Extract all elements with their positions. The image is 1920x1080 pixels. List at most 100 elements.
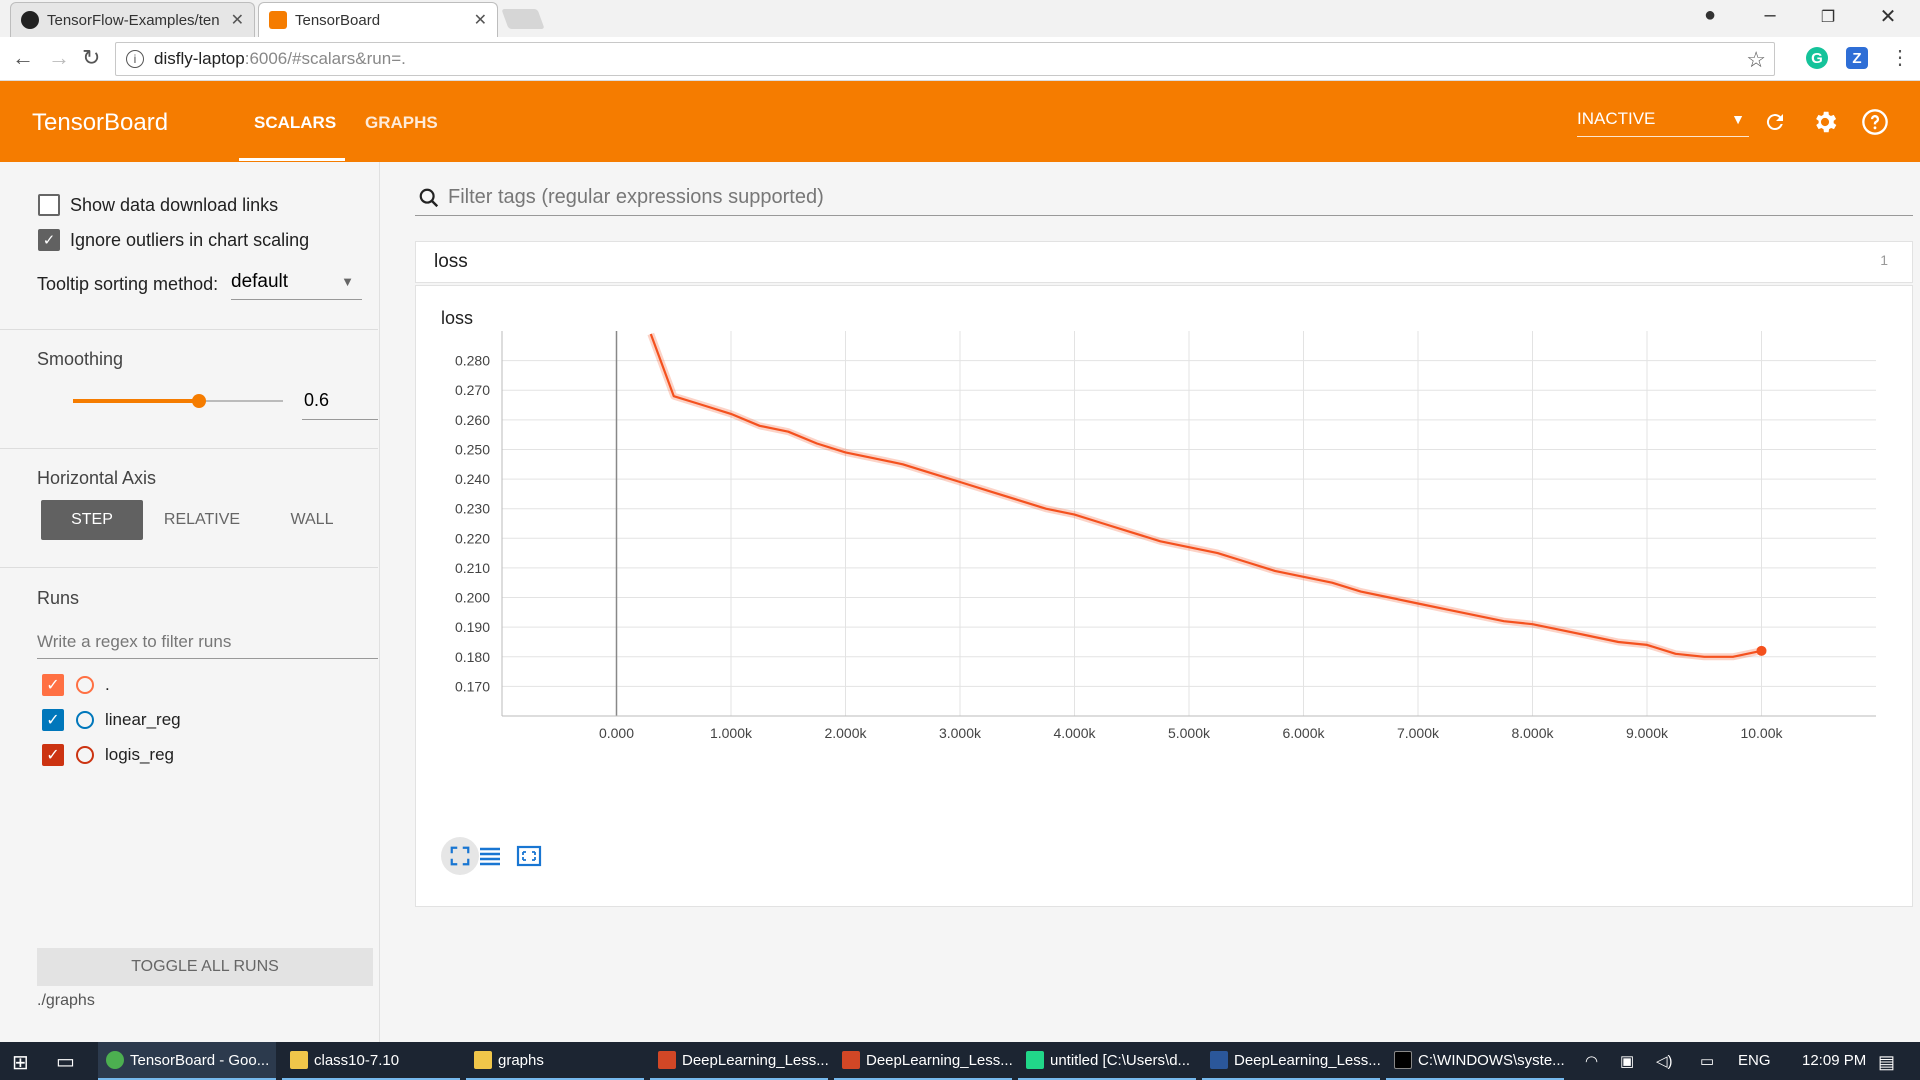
powerpoint-icon: [658, 1051, 676, 1069]
ignore-outliers-checkbox[interactable]: ✓: [38, 229, 60, 251]
browser-tab-github[interactable]: TensorFlow-Examples/ten ✕: [10, 2, 255, 37]
battery-icon[interactable]: ▭: [1700, 1053, 1715, 1070]
taskbar-item-label: graphs: [498, 1051, 544, 1069]
smoothing-slider-knob[interactable]: [192, 394, 206, 408]
tensorboard-header: TensorBoard SCALARS GRAPHS INACTIVE ▼: [0, 81, 1920, 162]
close-tab-icon[interactable]: ✕: [230, 12, 244, 29]
grammarly-icon[interactable]: G: [1806, 47, 1828, 69]
taskbar-item-chrome[interactable]: TensorBoard - Goo...: [98, 1042, 276, 1080]
category-pane-header[interactable]: loss 1: [415, 241, 1913, 283]
fit-domain-icon[interactable]: [510, 837, 548, 875]
smoothing-slider-fill: [73, 399, 199, 403]
taskbar-item-label: DeepLearning_Less...: [866, 1051, 1013, 1069]
folder-icon: [290, 1051, 308, 1069]
folder-icon: [474, 1051, 492, 1069]
run-status-label: INACTIVE: [1577, 109, 1656, 128]
show-download-checkbox[interactable]: [38, 194, 60, 216]
new-tab-button[interactable]: [501, 9, 545, 29]
windows-taskbar: ⊞ ▭ TensorBoard - Goo... class10-7.10 gr…: [0, 1042, 1920, 1080]
tab-title: TensorFlow-Examples/ten: [47, 11, 220, 29]
run-checkbox-linear-reg[interactable]: ✓: [42, 709, 64, 731]
taskbar-item-label: DeepLearning_Less...: [1234, 1051, 1381, 1069]
y-tick-label: 0.200: [455, 590, 490, 606]
axis-relative-button[interactable]: RELATIVE: [163, 511, 241, 528]
restore-icon[interactable]: ❐: [1820, 9, 1836, 26]
axis-step-button[interactable]: STEP: [41, 500, 143, 540]
taskbar-item-label: class10-7.10: [314, 1051, 400, 1069]
zotero-icon[interactable]: Z: [1846, 47, 1868, 69]
taskbar-item-folder-class10[interactable]: class10-7.10: [282, 1042, 460, 1080]
github-icon: [21, 11, 39, 29]
dropdown-arrow-icon: ▼: [341, 274, 354, 289]
close-tab-icon[interactable]: ✕: [473, 12, 487, 29]
run-color-radio-logis-reg[interactable]: [76, 746, 94, 764]
minimize-icon[interactable]: –: [1764, 4, 1776, 26]
taskbar-item-label: untitled [C:\Users\d...: [1050, 1051, 1191, 1069]
taskbar-item-folder-graphs[interactable]: graphs: [466, 1042, 644, 1080]
y-tick-label: 0.180: [455, 649, 490, 665]
tooltip-sorting-select[interactable]: default ▼: [231, 266, 362, 300]
fullscreen-icon[interactable]: [441, 837, 479, 875]
toggle-log-scale-icon[interactable]: [471, 837, 509, 875]
task-view-icon[interactable]: ▭: [56, 1051, 75, 1073]
runs-filter-input[interactable]: Write a regex to filter runs: [37, 625, 378, 659]
wifi-icon[interactable]: ◠: [1585, 1053, 1599, 1070]
run-color-radio-dot[interactable]: [76, 676, 94, 694]
windows-start-icon[interactable]: ⊞: [12, 1052, 29, 1074]
help-icon[interactable]: [1860, 107, 1890, 137]
x-tick-label: 10.00k: [1740, 725, 1783, 741]
category-count: 1: [1880, 252, 1888, 268]
y-tick-label: 0.220: [455, 530, 490, 546]
run-color-radio-linear-reg[interactable]: [76, 711, 94, 729]
back-icon[interactable]: ←: [12, 45, 34, 70]
loss-last-point: [1756, 645, 1767, 656]
refresh-icon[interactable]: [1760, 107, 1790, 137]
taskbar-item-powerpoint-2[interactable]: DeepLearning_Less...: [834, 1042, 1013, 1080]
url-path: :6006/#scalars&run=.: [244, 49, 406, 68]
network-icon[interactable]: ▣: [1620, 1053, 1635, 1070]
language-indicator[interactable]: ENG: [1738, 1052, 1771, 1069]
run-checkbox-logis-reg[interactable]: ✓: [42, 744, 64, 766]
taskbar-item-cmd[interactable]: C:\WINDOWS\syste...: [1386, 1042, 1565, 1080]
runs-label: Runs: [37, 588, 80, 608]
y-tick-label: 0.210: [455, 560, 490, 576]
notifications-icon[interactable]: ▤: [1878, 1052, 1896, 1072]
tag-filter-input[interactable]: Filter tags (regular expressions support…: [415, 180, 1913, 216]
taskbar-item-powerpoint-1[interactable]: DeepLearning_Less...: [650, 1042, 829, 1080]
clock[interactable]: 12:09 PM: [1802, 1052, 1867, 1069]
brand-title: TensorBoard: [32, 109, 169, 136]
category-name: loss: [434, 251, 468, 272]
browser-tab-tensorboard[interactable]: TensorBoard ✕: [258, 2, 498, 37]
smoothing-input[interactable]: 0.6: [302, 390, 378, 420]
search-icon: [419, 188, 439, 207]
powerpoint-icon: [842, 1051, 860, 1069]
taskbar-item-word[interactable]: DeepLearning_Less...: [1202, 1042, 1381, 1080]
axis-wall-button[interactable]: WALL: [290, 511, 334, 528]
loss-chart[interactable]: 0.280 0.270 0.260 0.250 0.240 0.230 0.220 0.210…: [436, 331, 1896, 831]
tensorboard-icon: [269, 11, 287, 29]
x-tick-label: 2.000k: [824, 725, 867, 741]
close-window-icon[interactable]: ✕: [1879, 6, 1897, 28]
reload-icon[interactable]: ↻: [82, 45, 101, 70]
run-status-dropdown[interactable]: INACTIVE ▼: [1577, 109, 1749, 137]
tab-graphs[interactable]: GRAPHS: [365, 113, 438, 132]
profile-icon[interactable]: ●: [1703, 4, 1717, 26]
info-icon[interactable]: i: [126, 50, 144, 68]
bookmark-star-icon[interactable]: ☆: [1746, 47, 1766, 72]
address-bar[interactable]: i disfly-laptop:6006/#scalars&run=. ☆: [115, 42, 1775, 76]
smoothing-label: Smoothing: [37, 349, 124, 369]
taskbar-item-label: C:\WINDOWS\syste...: [1418, 1051, 1565, 1069]
x-tick-label: 7.000k: [1397, 725, 1440, 741]
taskbar-item-pycharm[interactable]: untitled [C:\Users\d...: [1018, 1042, 1196, 1080]
loss-series-line: [649, 333, 1762, 658]
toggle-all-runs-button[interactable]: TOGGLE ALL RUNS: [37, 948, 373, 986]
tab-scalars[interactable]: SCALARS: [254, 113, 337, 132]
run-name-dot: .: [105, 675, 110, 694]
menu-icon[interactable]: ⋮: [1890, 47, 1910, 69]
volume-icon[interactable]: ◁): [1656, 1053, 1673, 1070]
word-icon: [1210, 1051, 1228, 1069]
settings-gear-icon[interactable]: [1810, 107, 1840, 137]
run-checkbox-dot[interactable]: ✓: [42, 674, 64, 696]
forward-icon[interactable]: →: [48, 45, 70, 70]
sidebar: Show data download links ✓ Ignore outlie…: [0, 162, 380, 1042]
